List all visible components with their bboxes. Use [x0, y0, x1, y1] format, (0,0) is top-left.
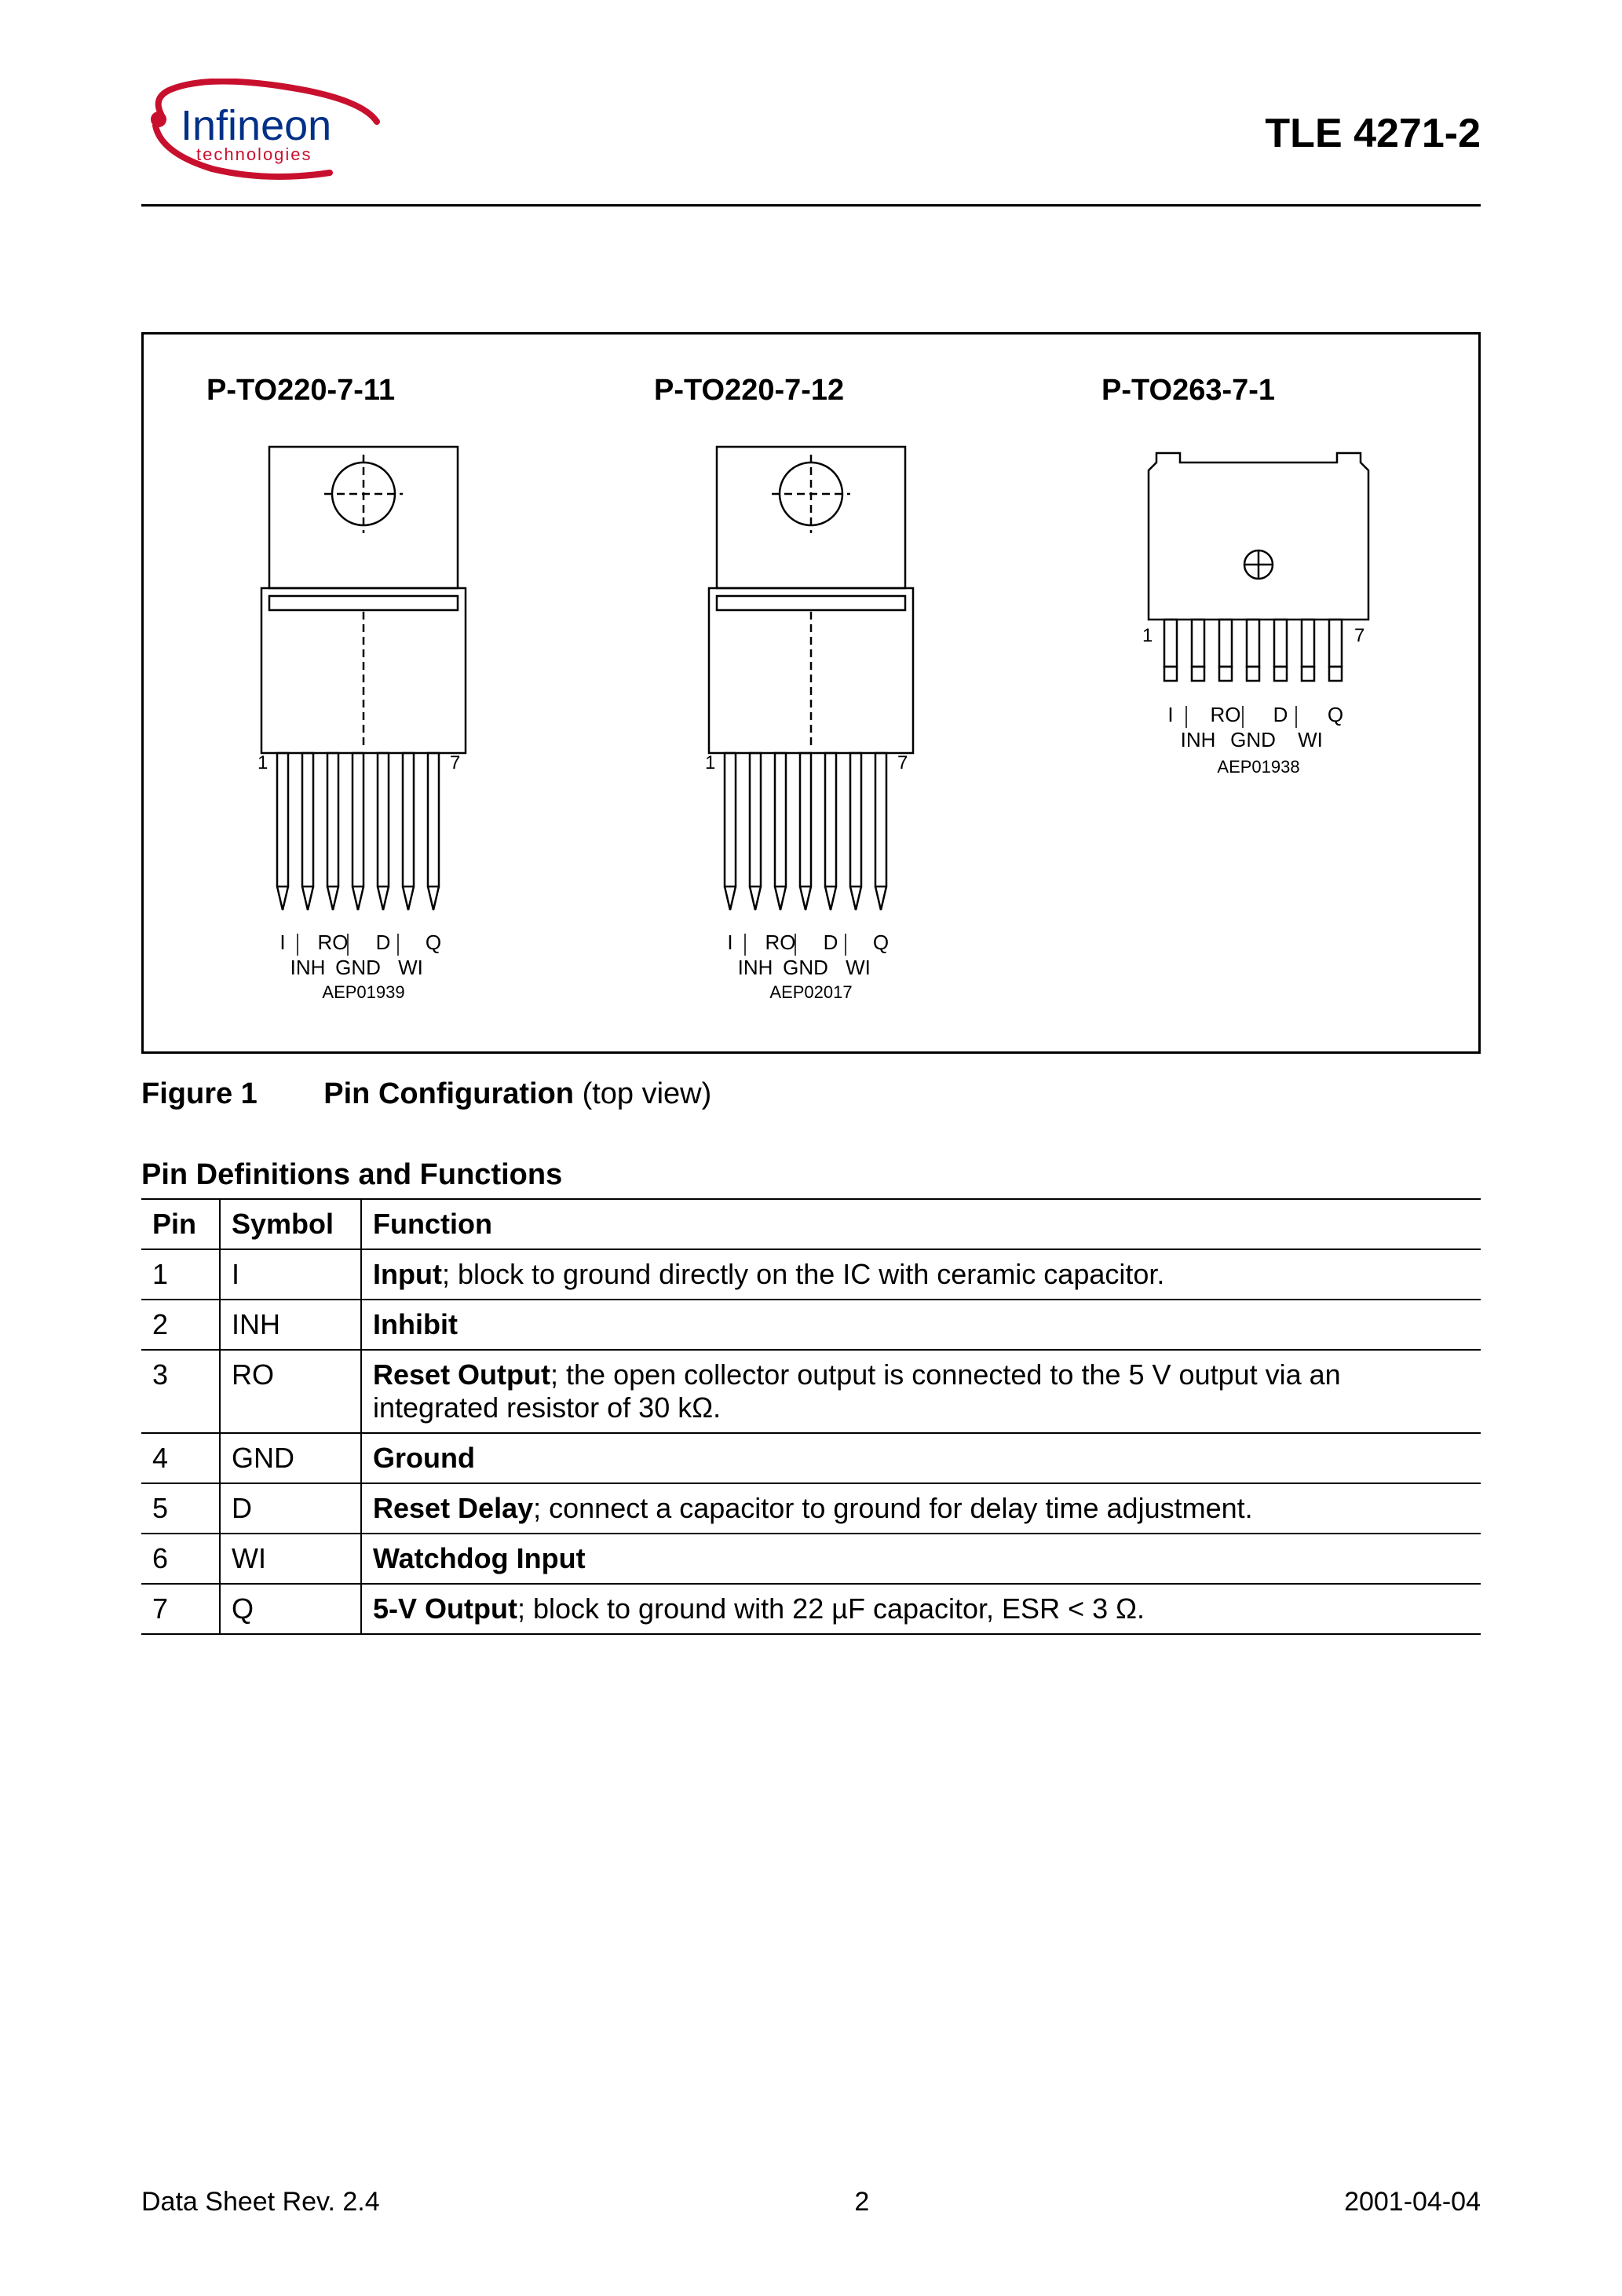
pin1-label: 1	[705, 752, 715, 773]
col-function: Function	[361, 1199, 1481, 1249]
package-col: P-TO263-7-1	[1070, 374, 1447, 847]
cell-function: Reset Delay; connect a capacitor to grou…	[361, 1483, 1481, 1534]
cell-symbol: D	[220, 1483, 361, 1534]
svg-text:I: I	[1167, 703, 1173, 726]
svg-text:RO: RO	[318, 930, 349, 954]
col-pin: Pin	[141, 1199, 220, 1249]
svg-text:GND: GND	[1230, 728, 1276, 751]
svg-text:Q: Q	[873, 930, 889, 954]
table-row: 2INHInhibit	[141, 1300, 1481, 1350]
svg-text:RO: RO	[765, 930, 796, 954]
svg-text:WI: WI	[846, 956, 871, 979]
cell-symbol: INH	[220, 1300, 361, 1350]
package-col: P-TO220-7-11	[175, 374, 552, 1004]
figure-caption: Figure 1 Pin Configuration (top view)	[141, 1077, 1481, 1111]
svg-text:GND: GND	[783, 956, 828, 979]
cell-symbol: Q	[220, 1584, 361, 1634]
aep-code: AEP01938	[1217, 757, 1299, 777]
cell-function: Watchdog Input	[361, 1534, 1481, 1584]
svg-text:Q: Q	[426, 930, 441, 954]
svg-text:WI: WI	[1298, 728, 1323, 751]
aep-code: AEP02017	[769, 982, 852, 1002]
footer-right: 2001-04-04	[1344, 2187, 1481, 2217]
cell-symbol: WI	[220, 1534, 361, 1584]
table-row: 3ROReset Output; the open collector outp…	[141, 1350, 1481, 1433]
svg-text:I: I	[279, 930, 285, 954]
pin7-label: 7	[897, 752, 908, 773]
table-title: Pin Definitions and Functions	[141, 1158, 1481, 1192]
package-title: P-TO263-7-1	[1070, 374, 1275, 408]
logo-brand-text: Infineon	[181, 102, 331, 149]
page-header: Infineon technologies TLE 4271-2	[141, 79, 1481, 207]
cell-pin: 5	[141, 1483, 220, 1534]
pin7-label: 7	[1354, 625, 1364, 646]
cell-pin: 4	[141, 1433, 220, 1483]
svg-text:D: D	[824, 930, 838, 954]
cell-symbol: I	[220, 1249, 361, 1300]
pin-definitions-table: Pin Symbol Function 1IInput; block to gr…	[141, 1198, 1481, 1635]
packages-row: P-TO220-7-11	[175, 374, 1447, 1004]
package-title: P-TO220-7-12	[623, 374, 844, 408]
footer-left: Data Sheet Rev. 2.4	[141, 2187, 380, 2217]
svg-text:Q: Q	[1328, 703, 1343, 726]
cell-pin: 1	[141, 1249, 220, 1300]
svg-text:INH: INH	[738, 956, 773, 979]
pin1-label: 1	[1142, 625, 1153, 646]
svg-text:INH: INH	[1181, 728, 1216, 751]
table-row: 4GNDGround	[141, 1433, 1481, 1483]
pin7-label: 7	[450, 752, 460, 773]
package-title: P-TO220-7-11	[175, 374, 395, 408]
package-diagram: 1 7 I RO D Q INH GND WI AEP01939	[214, 439, 513, 1004]
table-header-row: Pin Symbol Function	[141, 1199, 1481, 1249]
cell-symbol: GND	[220, 1433, 361, 1483]
package-diagram: 1 7 I RO D Q INH GND WI AEP02017	[662, 439, 960, 1004]
cell-pin: 3	[141, 1350, 220, 1433]
part-number: TLE 4271-2	[1265, 79, 1481, 157]
svg-text:I: I	[727, 930, 732, 954]
page-footer: Data Sheet Rev. 2.4 2 2001-04-04	[141, 2187, 1481, 2217]
cell-function: Input; block to ground directly on the I…	[361, 1249, 1481, 1300]
cell-function: Inhibit	[361, 1300, 1481, 1350]
cell-function: Ground	[361, 1433, 1481, 1483]
table-row: 1IInput; block to ground directly on the…	[141, 1249, 1481, 1300]
package-diagram: 1 7 I RO D Q INH GND WI AEP01938	[1094, 439, 1423, 847]
logo-sub-text: technologies	[196, 144, 312, 164]
infineon-logo: Infineon technologies	[141, 79, 393, 188]
cell-symbol: RO	[220, 1350, 361, 1433]
table-row: 5DReset Delay; connect a capacitor to gr…	[141, 1483, 1481, 1534]
col-symbol: Symbol	[220, 1199, 361, 1249]
cell-pin: 2	[141, 1300, 220, 1350]
svg-text:INH: INH	[290, 956, 326, 979]
aep-code: AEP01939	[322, 982, 404, 1002]
svg-text:WI: WI	[398, 956, 423, 979]
package-col: P-TO220-7-12	[623, 374, 999, 1004]
footer-center: 2	[854, 2187, 869, 2217]
figure-suffix: (top view)	[574, 1077, 711, 1110]
svg-text:D: D	[1273, 703, 1288, 726]
figure-title: Pin Configuration	[323, 1077, 574, 1110]
svg-text:RO: RO	[1211, 703, 1241, 726]
cell-pin: 6	[141, 1534, 220, 1584]
table-row: 6WIWatchdog Input	[141, 1534, 1481, 1584]
table-row: 7Q5-V Output; block to ground with 22 µF…	[141, 1584, 1481, 1634]
pin1-label: 1	[258, 752, 268, 773]
figure-label: Figure 1	[141, 1077, 258, 1110]
figure-box: P-TO220-7-11	[141, 332, 1481, 1054]
cell-function: Reset Output; the open collector output …	[361, 1350, 1481, 1433]
cell-pin: 7	[141, 1584, 220, 1634]
cell-function: 5-V Output; block to ground with 22 µF c…	[361, 1584, 1481, 1634]
svg-text:D: D	[376, 930, 391, 954]
svg-text:GND: GND	[335, 956, 381, 979]
